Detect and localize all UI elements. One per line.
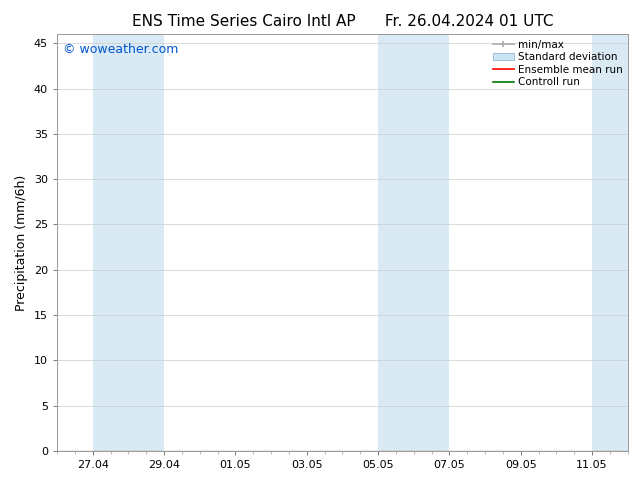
Y-axis label: Precipitation (mm/6h): Precipitation (mm/6h) — [15, 174, 29, 311]
Legend: min/max, Standard deviation, Ensemble mean run, Controll run: min/max, Standard deviation, Ensemble me… — [491, 37, 624, 89]
Bar — [592, 34, 628, 451]
Text: © woweather.com: © woweather.com — [63, 43, 178, 56]
Title: ENS Time Series Cairo Intl AP      Fr. 26.04.2024 01 UTC: ENS Time Series Cairo Intl AP Fr. 26.04.… — [132, 14, 553, 29]
Bar — [378, 34, 450, 451]
Bar — [93, 34, 164, 451]
